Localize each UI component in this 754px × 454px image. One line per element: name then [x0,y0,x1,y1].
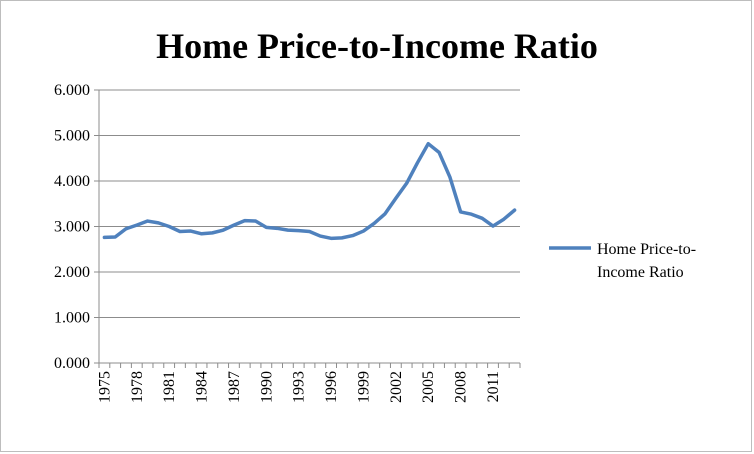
x-tick-label: 1981 [161,371,178,403]
data-point [254,220,257,223]
data-point [243,219,246,222]
data-point [232,224,235,227]
data-point [297,229,300,232]
chart-title: Home Price-to-Income Ratio [156,26,598,66]
x-tick-label: 1987 [226,371,243,403]
y-tick-label: 3.000 [54,219,90,236]
data-point [124,227,127,230]
data-point [448,175,451,178]
legend-label: Home Price-to- [597,241,696,258]
data-point [373,222,376,225]
y-tick-label: 6.000 [54,82,90,99]
legend: Home Price-to- Income Ratio [549,241,696,281]
data-point [265,226,268,229]
data-point [308,230,311,233]
y-tick-label: 4.000 [54,173,90,190]
data-point [330,237,333,240]
data-point [157,221,160,224]
legend-label: Income Ratio [597,264,684,281]
x-tick-label: 1996 [323,371,340,403]
data-point [200,232,203,235]
data-point [481,217,484,220]
data-point [513,209,516,212]
data-point [416,161,419,164]
data-point [492,225,495,228]
x-tick-label: 1999 [355,371,372,403]
data-point [405,182,408,185]
data-point [276,227,279,230]
data-point [340,236,343,239]
data-point [362,230,365,233]
x-tick-label: 2008 [453,371,470,403]
data-point [286,229,289,232]
x-tick-label: 2011 [485,371,502,402]
y-tick-label: 5.000 [54,128,90,145]
data-point [168,225,171,228]
data-point [319,235,322,238]
y-tick-label: 1.000 [54,310,90,327]
data-point [384,212,387,215]
data-point [135,224,138,227]
data-point [438,151,441,154]
x-tick-label: 1993 [291,371,308,403]
data-point [427,142,430,145]
data-point [222,229,225,232]
series-layer [102,141,517,241]
data-point [351,234,354,237]
data-point [103,236,106,239]
y-tick-label: 0.000 [54,355,90,372]
data-point [114,235,117,238]
data-point [394,197,397,200]
x-tick-label: 2005 [420,371,437,403]
x-tick-label: 1978 [129,371,146,403]
axes: 0.000 1.000 2.000 3.000 4.000 5.000 6.000 1975 1… [54,82,521,403]
x-tick-label: 2002 [388,371,405,403]
data-point [459,210,462,213]
x-tick-label: 1990 [258,371,275,403]
x-tick-label: 1984 [194,371,211,403]
y-tick-label: 2.000 [54,264,90,281]
series-line-0 [102,141,517,241]
data-point [178,230,181,233]
data-point [470,213,473,216]
data-point [211,231,214,234]
data-point [146,220,149,223]
data-point [189,230,192,233]
x-tick-label: 1975 [96,371,113,403]
data-point [502,218,505,221]
